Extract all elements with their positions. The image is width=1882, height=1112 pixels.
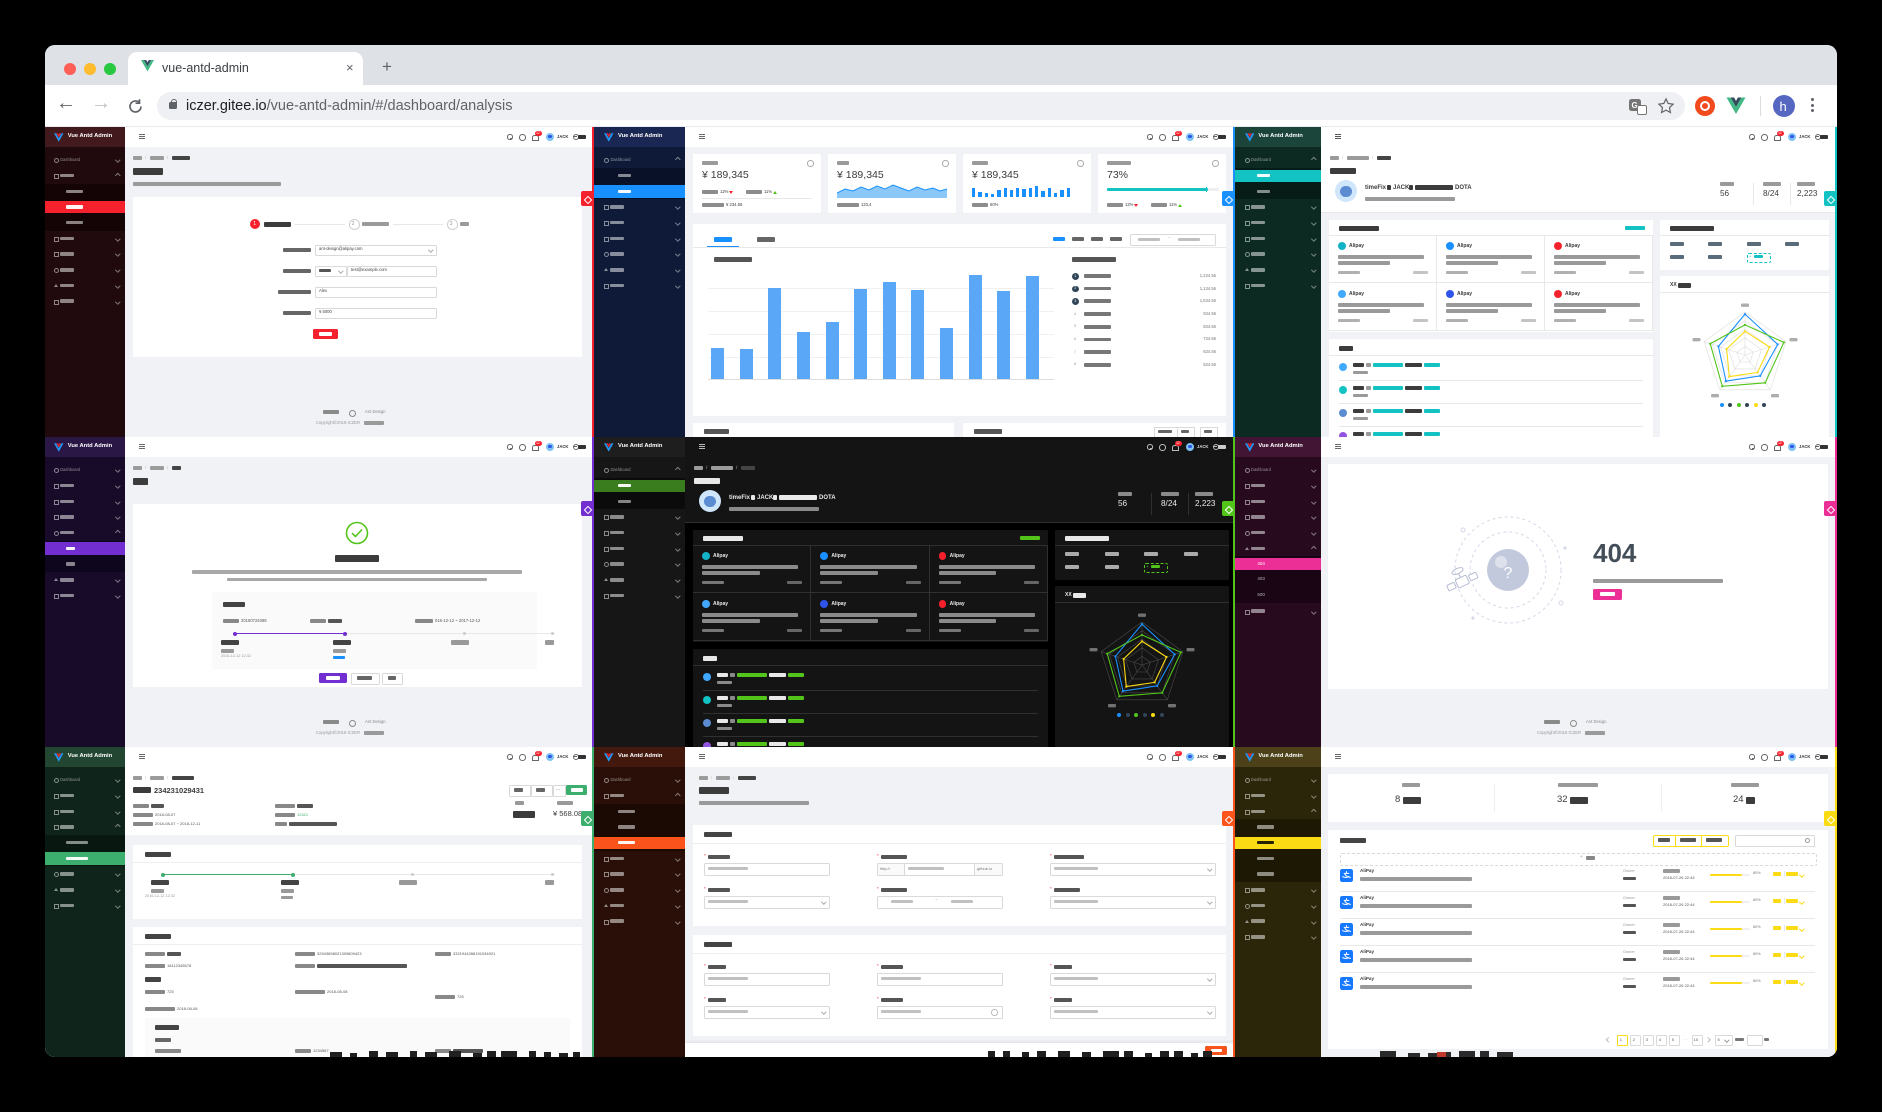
svg-text:?: ? (1504, 565, 1513, 582)
